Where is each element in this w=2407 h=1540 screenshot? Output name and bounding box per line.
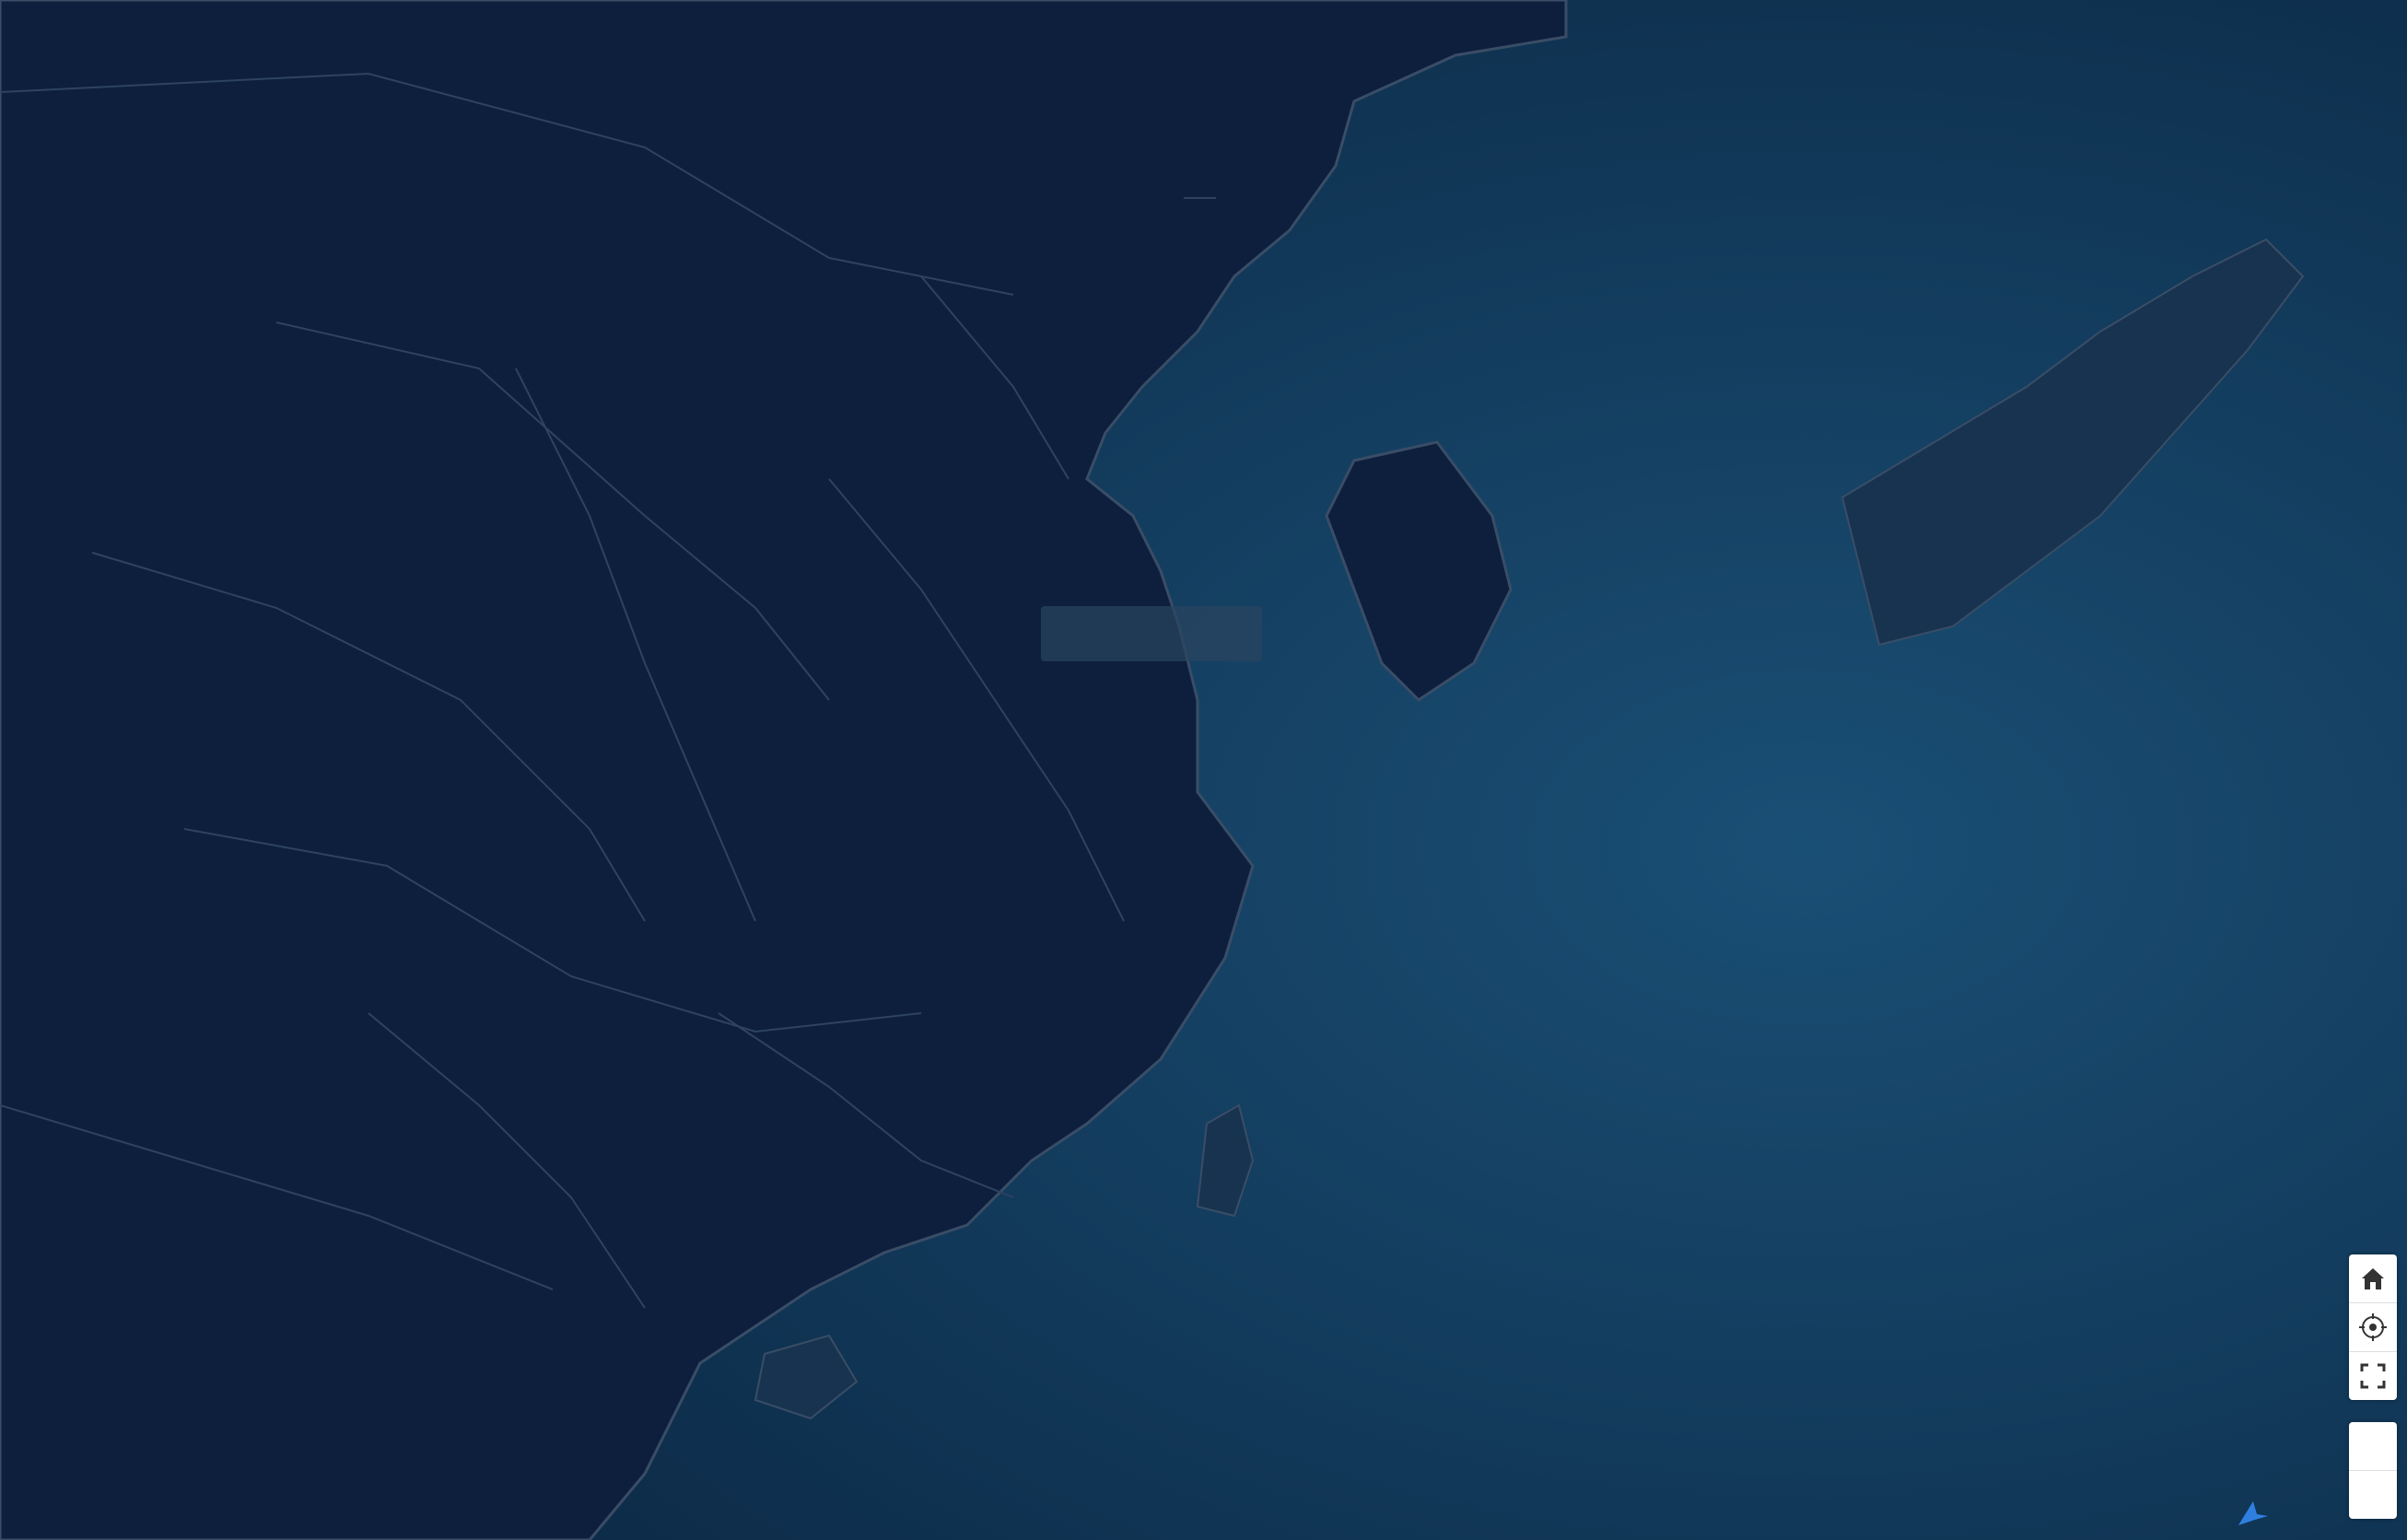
fullscreen-icon — [2360, 1363, 2386, 1389]
brand-logo — [2237, 1499, 2273, 1527]
japan-islands — [1840, 238, 2305, 647]
map-tool-group — [2349, 1254, 2397, 1400]
average-readout — [2084, 63, 2095, 95]
locate-icon — [2359, 1313, 2387, 1341]
province-borders — [0, 72, 1125, 1309]
fullscreen-button[interactable] — [2349, 1352, 2397, 1400]
zoom-out-button[interactable] — [2349, 1471, 2397, 1519]
home-icon — [2362, 1268, 2384, 1289]
star-logo-icon — [2238, 1501, 2268, 1525]
korean-peninsula — [1325, 440, 1513, 702]
hainan-island — [754, 1334, 859, 1420]
locate-button[interactable] — [2349, 1303, 2397, 1352]
zoom-control-group — [2349, 1422, 2397, 1519]
zoom-in-button[interactable] — [2349, 1422, 2397, 1471]
taiwan-island — [1196, 1103, 1255, 1218]
mainland-land — [0, 0, 1568, 1540]
home-button[interactable] — [2349, 1254, 2397, 1303]
map-tooltip — [1041, 606, 1262, 661]
